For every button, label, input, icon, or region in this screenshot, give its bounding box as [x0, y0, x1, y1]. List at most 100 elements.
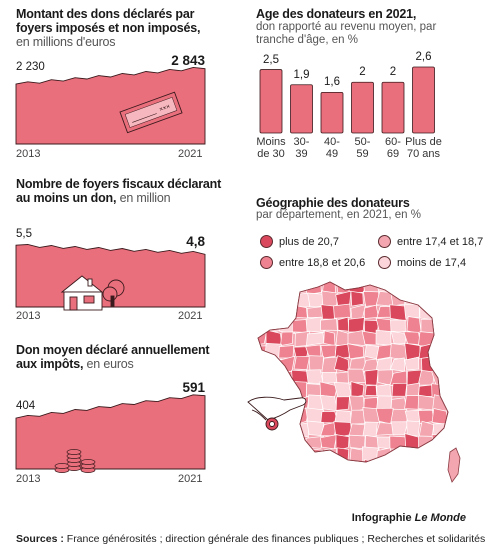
- department-cell: [389, 282, 407, 296]
- department-cell: [446, 291, 448, 309]
- department-cell: [319, 459, 337, 462]
- department-cell: [277, 459, 296, 462]
- department-cell: [447, 410, 448, 425]
- department-cell: [263, 292, 280, 308]
- department-cell: [258, 290, 268, 307]
- department-cell: [446, 282, 448, 292]
- panel2-end-value: 4,8: [186, 234, 205, 249]
- department-cell: [347, 330, 366, 347]
- department-cell: [334, 343, 351, 359]
- legend-label-tier4: moins de 17,4: [397, 256, 467, 269]
- panel1-area-chart: ✕✕✕: [15, 66, 206, 145]
- department-cell: [361, 330, 379, 346]
- department-cell: [323, 330, 336, 347]
- department-cell: [375, 329, 392, 346]
- age-bar-chart: [259, 66, 435, 134]
- department-cell: [417, 292, 434, 308]
- department-cell: [403, 303, 420, 319]
- age-bar: [259, 69, 283, 134]
- department-cell: [347, 368, 366, 384]
- department-cell: [391, 382, 408, 397]
- department-cell: [291, 446, 310, 462]
- department-cell: [305, 459, 325, 462]
- department-cell: [347, 343, 365, 360]
- panel3-start-value: 404: [16, 400, 36, 412]
- panel3-title: Don moyen déclaré annuellement aux impôt…: [16, 343, 226, 371]
- age-subtitle: don rapporté au revenu moyen, par tranch…: [256, 21, 437, 46]
- department-cell: [280, 448, 293, 462]
- legend-label-tier2: entre 18,8 et 20,6: [279, 256, 366, 269]
- age-category-label: Moins de 30: [256, 136, 286, 160]
- department-cell: [350, 460, 365, 462]
- department-cell: [348, 317, 365, 333]
- department-cell: [308, 355, 324, 371]
- department-cell: [291, 461, 311, 462]
- age-title: Age des donateurs en 2021,: [256, 7, 417, 21]
- department-cell: [333, 303, 351, 319]
- department-cell: [306, 420, 324, 437]
- department-cell: [420, 448, 434, 462]
- department-cell: [280, 435, 294, 450]
- age-category-label: 50- 59: [354, 136, 371, 160]
- age-bar-value-label: 1,9: [293, 68, 310, 81]
- cheque-icon: ✕✕✕: [119, 91, 183, 134]
- department-cell: [449, 395, 463, 411]
- department-cell: [307, 394, 324, 411]
- department-cell: [433, 319, 448, 333]
- panel1-title-text: Montant des dons déclarés par foyers imp…: [16, 7, 201, 35]
- department-cell: [446, 423, 448, 439]
- department-cell: [278, 384, 294, 399]
- department-cell: [434, 332, 448, 345]
- panel1-title: Montant des dons déclarés par foyers imp…: [16, 7, 226, 49]
- age-bar: [351, 81, 374, 134]
- department-cell: [419, 305, 437, 321]
- legend-label-tier3: entre 17,4 et 18,7: [397, 235, 484, 248]
- department-cell: [280, 331, 294, 347]
- department-cell: [258, 355, 266, 373]
- department-cell: [432, 305, 448, 320]
- department-cell: [406, 420, 421, 437]
- department-cell: [335, 371, 351, 386]
- department-cell: [390, 460, 406, 462]
- age-category-label: 40- 49: [324, 136, 340, 160]
- department-cell: [391, 421, 409, 436]
- department-cell: [264, 304, 281, 321]
- panel1-area: [15, 66, 206, 145]
- panel2-area-chart: [15, 244, 206, 311]
- department-cell: [449, 372, 462, 385]
- panel3-end-value: 591: [182, 380, 205, 395]
- department-cell: [258, 282, 267, 295]
- department-cell: [306, 306, 324, 318]
- sources-label: Sources :: [16, 533, 64, 545]
- legend-item-tier3: entre 17,4 et 18,7: [378, 235, 483, 248]
- age-bar-value-label: 2,6: [415, 51, 432, 63]
- map-title: Géographie des donateurs: [256, 196, 410, 210]
- legend-item-tier4: moins de 17,4: [378, 256, 466, 269]
- panel3-title-text: Don moyen déclaré annuellement aux impôt…: [16, 343, 210, 371]
- department-cell: [258, 433, 268, 450]
- department-cell: [320, 318, 338, 331]
- department-cell: [278, 290, 295, 307]
- department-cell: [431, 461, 448, 462]
- department-cell: [337, 316, 350, 332]
- department-cell: [447, 344, 448, 360]
- department-cell: [258, 446, 269, 462]
- department-cell: [258, 345, 268, 360]
- department-cell: [404, 461, 423, 462]
- department-cell: [431, 344, 448, 361]
- department-cell: [258, 316, 267, 333]
- panel2-x-start: 2013: [16, 310, 41, 322]
- department-cells: [258, 282, 463, 477]
- department-cell: [404, 395, 421, 410]
- department-cell: [391, 450, 409, 462]
- department-cell: [319, 394, 339, 412]
- panel3-unit: en euros: [86, 357, 134, 371]
- department-cell: [404, 356, 420, 371]
- age-bar-value-label: 2: [359, 66, 366, 79]
- department-cell: [377, 461, 394, 462]
- department-cell: [321, 356, 338, 374]
- department-cell: [418, 463, 435, 477]
- panel2-title: Nombre de foyers fiscaux déclarant au mo…: [16, 177, 236, 205]
- corsica: [447, 447, 461, 483]
- department-cell: [406, 447, 422, 462]
